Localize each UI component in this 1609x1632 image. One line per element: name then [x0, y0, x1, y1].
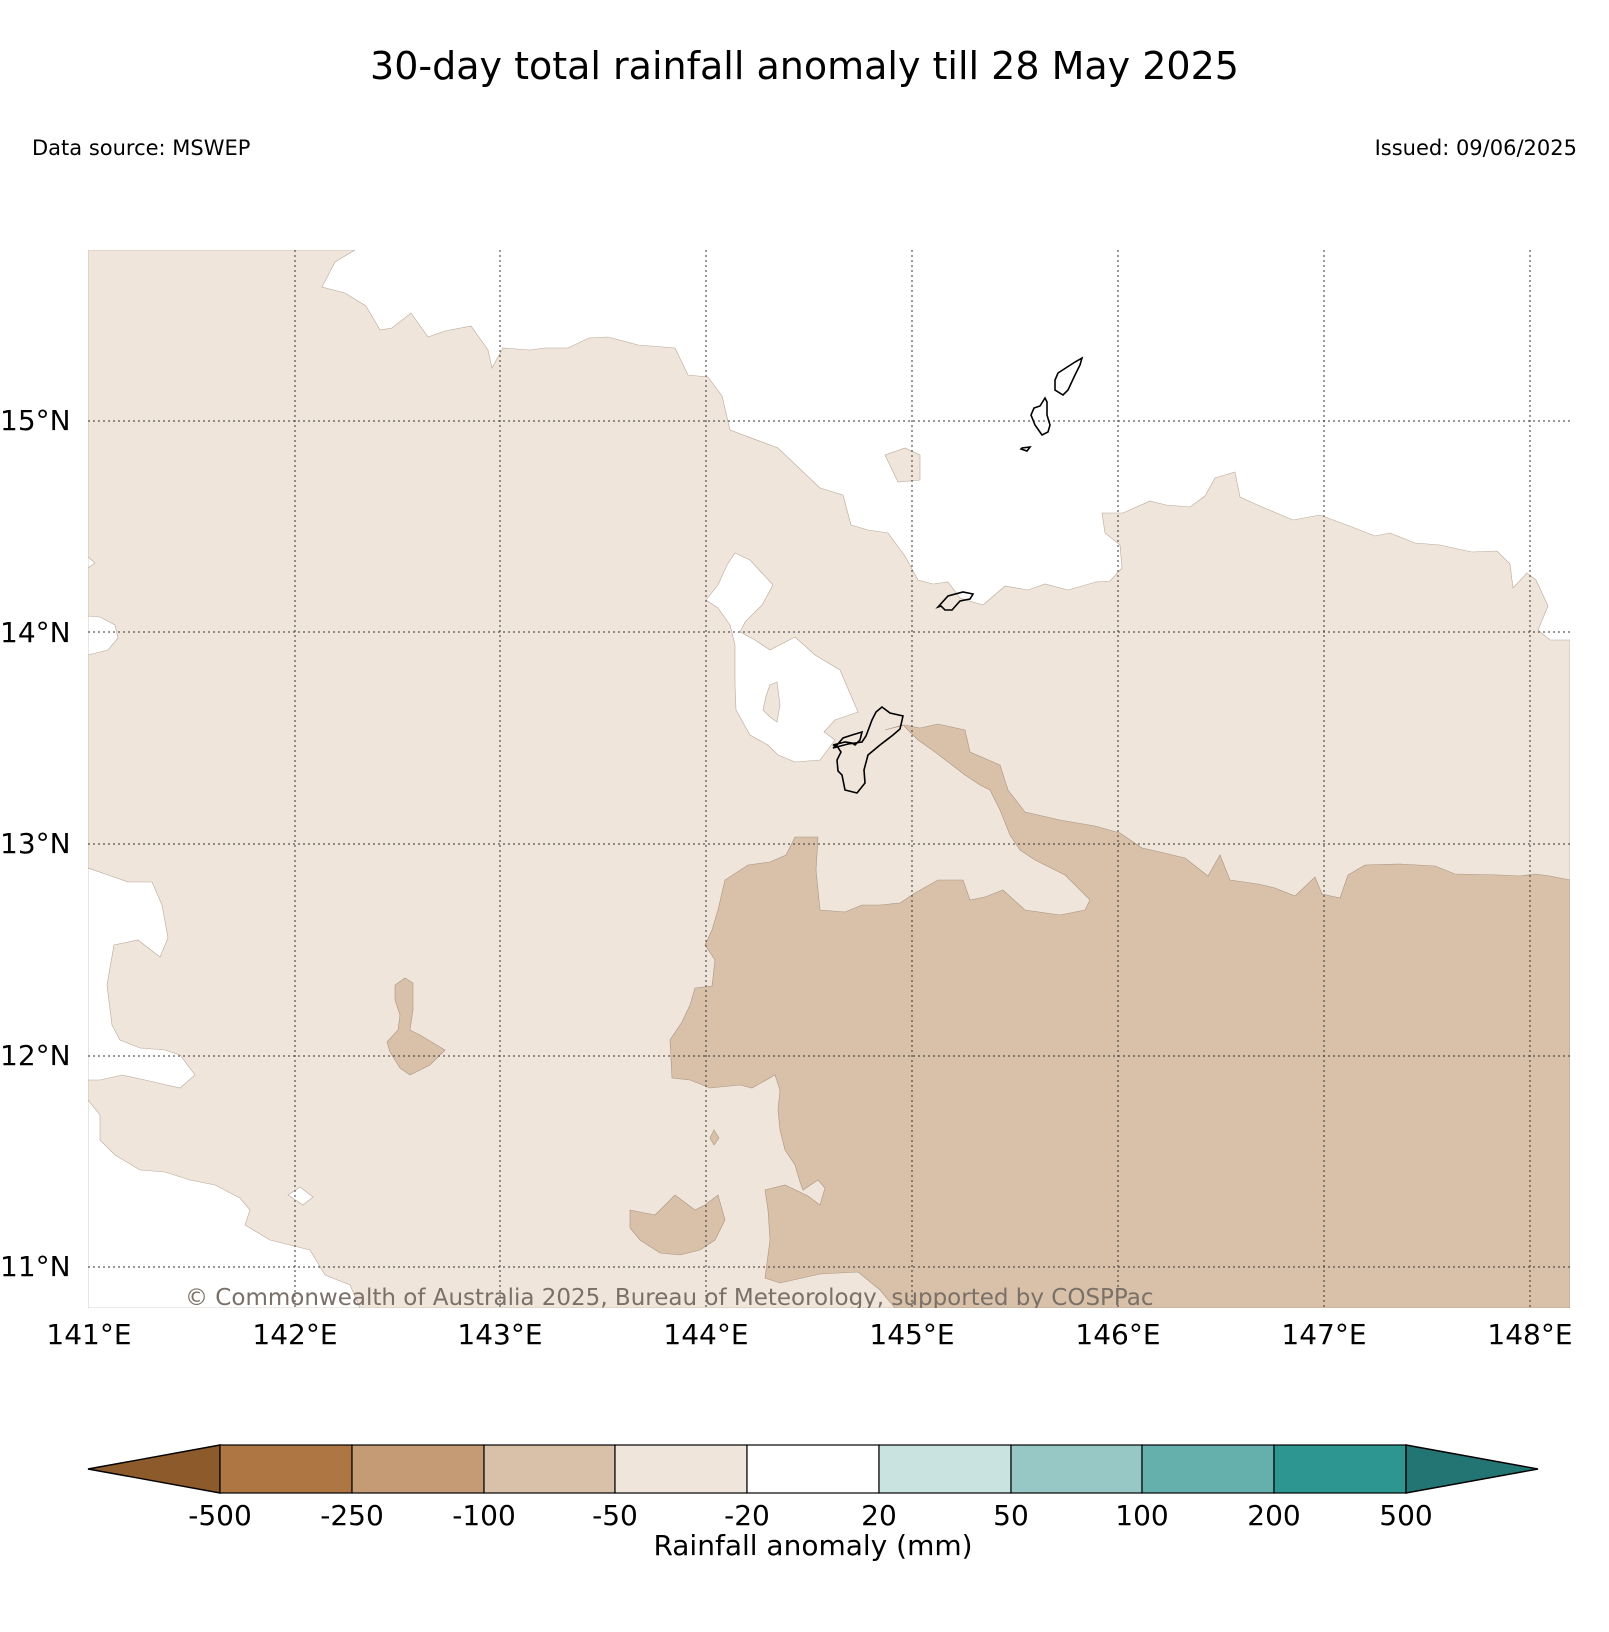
latitude-labels: 15°N 14°N 13°N 12°N 11°N [0, 404, 71, 1283]
lon-label-148: 148°E [1487, 1318, 1572, 1351]
coastline-saipan-north [1054, 356, 1084, 397]
island-coastlines [832, 356, 1084, 794]
lon-label-142: 142°E [252, 1318, 337, 1351]
issued-date-label: Issued: 09/06/2025 [1374, 136, 1577, 160]
lat-label-13: 13°N [0, 827, 71, 860]
anomaly-patch-dark-1 [386, 977, 446, 1076]
anomaly-hole-west [705, 552, 859, 763]
colorbar-extend-low [87, 1444, 221, 1494]
colorbar-swatch [878, 1444, 1012, 1494]
colorbar-swatch [746, 1444, 880, 1494]
map-title: 30-day total rainfall anomaly till 28 Ma… [370, 44, 1239, 88]
map-gridlines [88, 250, 1570, 1308]
lat-label-15: 15°N [0, 404, 71, 437]
map-panel: © Commonwealth of Australia 2025, Bureau… [88, 250, 1570, 1311]
lon-label-141: 141°E [46, 1318, 131, 1351]
anomaly-hole-south [287, 1186, 314, 1206]
lat-label-11: 11°N [0, 1250, 71, 1283]
colorbar-extend-high [1405, 1444, 1539, 1494]
coastline-tinian [1019, 445, 1032, 452]
lon-label-143: 143°E [457, 1318, 542, 1351]
colorbar-ticks: -500 -250 -100 -50 -20 20 50 100 200 500 [188, 1499, 1433, 1532]
lat-label-14: 14°N [0, 616, 71, 649]
colorbar-tick: 200 [1247, 1499, 1300, 1532]
colorbar-tick: 500 [1379, 1499, 1432, 1532]
longitude-labels: 141°E 142°E 143°E 144°E 145°E 146°E 147°… [46, 1318, 1572, 1351]
coastline-saipan [1030, 396, 1051, 437]
colorbar-swatch [1141, 1444, 1275, 1494]
copyright-notice: © Commonwealth of Australia 2025, Bureau… [185, 1285, 1154, 1311]
colorbar-swatch [483, 1444, 616, 1494]
colorbar-tick: -250 [320, 1499, 384, 1532]
colorbar: -500 -250 -100 -50 -20 20 50 100 200 500… [87, 1444, 1539, 1562]
colorbar-tick: 20 [861, 1499, 897, 1532]
lon-label-146: 146°E [1075, 1318, 1160, 1351]
colorbar-tick: 50 [993, 1499, 1029, 1532]
colorbar-swatch [1273, 1444, 1407, 1494]
anomaly-island-light-2 [884, 447, 921, 483]
colorbar-tick: 100 [1115, 1499, 1168, 1532]
lat-label-12: 12°N [0, 1039, 71, 1072]
colorbar-swatch [219, 1444, 353, 1494]
colorbar-tick: -20 [724, 1499, 770, 1532]
anomaly-patch-dark-2 [629, 1194, 726, 1256]
lon-label-144: 144°E [663, 1318, 748, 1351]
colorbar-label: Rainfall anomaly (mm) [653, 1529, 972, 1562]
data-source-label: Data source: MSWEP [32, 136, 251, 160]
anomaly-island-light [762, 681, 781, 723]
colorbar-tick: -500 [188, 1499, 252, 1532]
coastline-rota [935, 591, 975, 611]
colorbar-tick: -100 [452, 1499, 516, 1532]
lon-label-145: 145°E [869, 1318, 954, 1351]
colorbar-tick: -50 [592, 1499, 638, 1532]
anomaly-patch-dark-3 [709, 1129, 720, 1146]
colorbar-swatch [614, 1444, 748, 1494]
colorbar-swatch [351, 1444, 485, 1494]
anomaly-region-dark [669, 723, 1570, 1308]
colorbar-swatch [1010, 1444, 1143, 1494]
coastline-guam [832, 705, 904, 794]
lon-label-147: 147°E [1281, 1318, 1366, 1351]
